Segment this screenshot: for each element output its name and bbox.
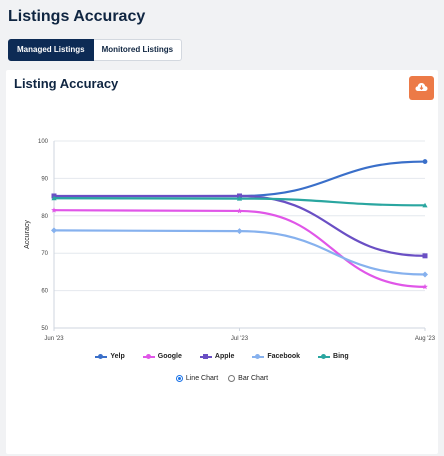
legend-label-bing: Bing [333,353,349,360]
chart-legend: Yelp Google Apple Facebook Bing [6,353,438,360]
listing-tabs: Managed Listings Monitored Listings [8,39,183,61]
y-tick-label: 80 [41,214,48,220]
tab-managed-listings[interactable]: Managed Listings [8,39,94,61]
y-tick-label: 70 [41,251,48,257]
legend-item-google[interactable]: Google [142,353,182,360]
data-point-apple[interactable] [422,253,428,259]
download-button[interactable] [409,76,434,100]
line-chart-radio[interactable]: Line Chart [175,375,219,382]
data-point-facebook[interactable] [51,227,57,234]
legend-label-facebook: Facebook [267,353,301,360]
data-point-facebook[interactable] [236,228,243,235]
bar-chart-radio-label: Bar Chart [238,375,269,382]
series-line-apple[interactable] [52,194,427,257]
legend-label-yelp: Yelp [110,353,125,360]
legend-item-facebook[interactable]: Facebook [252,353,300,360]
cloud-download-icon [415,79,428,97]
data-point-google[interactable] [51,207,57,213]
data-point-facebook[interactable] [422,271,428,278]
y-tick-label: 100 [38,139,49,145]
x-tick-label: Jul '23 [231,336,249,342]
series-line-facebook[interactable] [52,229,427,276]
legend-item-bing[interactable]: Bing [318,353,349,360]
data-point-bing[interactable] [51,195,57,201]
listing-accuracy-card: Listing Accuracy 50 60 70 80 90 100 Jun '23 Jul… [6,70,438,454]
series-line-yelp[interactable] [52,160,427,198]
data-point-bing[interactable] [422,202,428,208]
tab-monitored-listings[interactable]: Monitored Listings [93,39,183,61]
series-line-bing[interactable] [52,197,427,207]
data-point-yelp[interactable] [422,159,428,164]
data-point-google[interactable] [422,283,428,290]
line-chart: 50 60 70 80 90 100 Jun '23 Jul '23 Aug '23 Accura… [24,139,436,342]
card-title: Listing Accuracy [14,76,119,91]
legend-label-apple: Apple [214,353,235,360]
x-tick-label: Aug '23 [415,336,436,342]
legend-swatch-facebook [252,353,265,360]
radio-checked-icon [175,375,183,382]
y-tick-label: 50 [41,326,48,332]
data-point-google[interactable] [236,207,243,214]
data-point-bing[interactable] [236,195,243,201]
radio-unchecked-icon [228,375,236,382]
line-chart-radio-label: Line Chart [185,375,219,382]
page-title: Listings Accuracy [8,8,146,25]
legend-swatch-apple [199,353,212,360]
bar-chart-radio[interactable]: Bar Chart [228,375,268,382]
y-tick-label: 60 [41,289,48,295]
chart-type-selector: Line Chart Bar Chart [6,375,438,382]
legend-label-google: Google [157,353,182,360]
data-point-apple[interactable] [237,193,242,199]
x-tick-label: Jun '23 [44,336,64,342]
legend-swatch-google [142,353,155,360]
legend-item-yelp[interactable]: Yelp [95,353,125,360]
legend-item-apple[interactable]: Apple [199,353,235,360]
y-axis-title: Accuracy [24,220,31,249]
legend-swatch-bing [318,353,331,360]
legend-swatch-yelp [95,353,108,360]
y-tick-label: 90 [41,176,48,182]
series-line-google[interactable] [52,209,427,288]
